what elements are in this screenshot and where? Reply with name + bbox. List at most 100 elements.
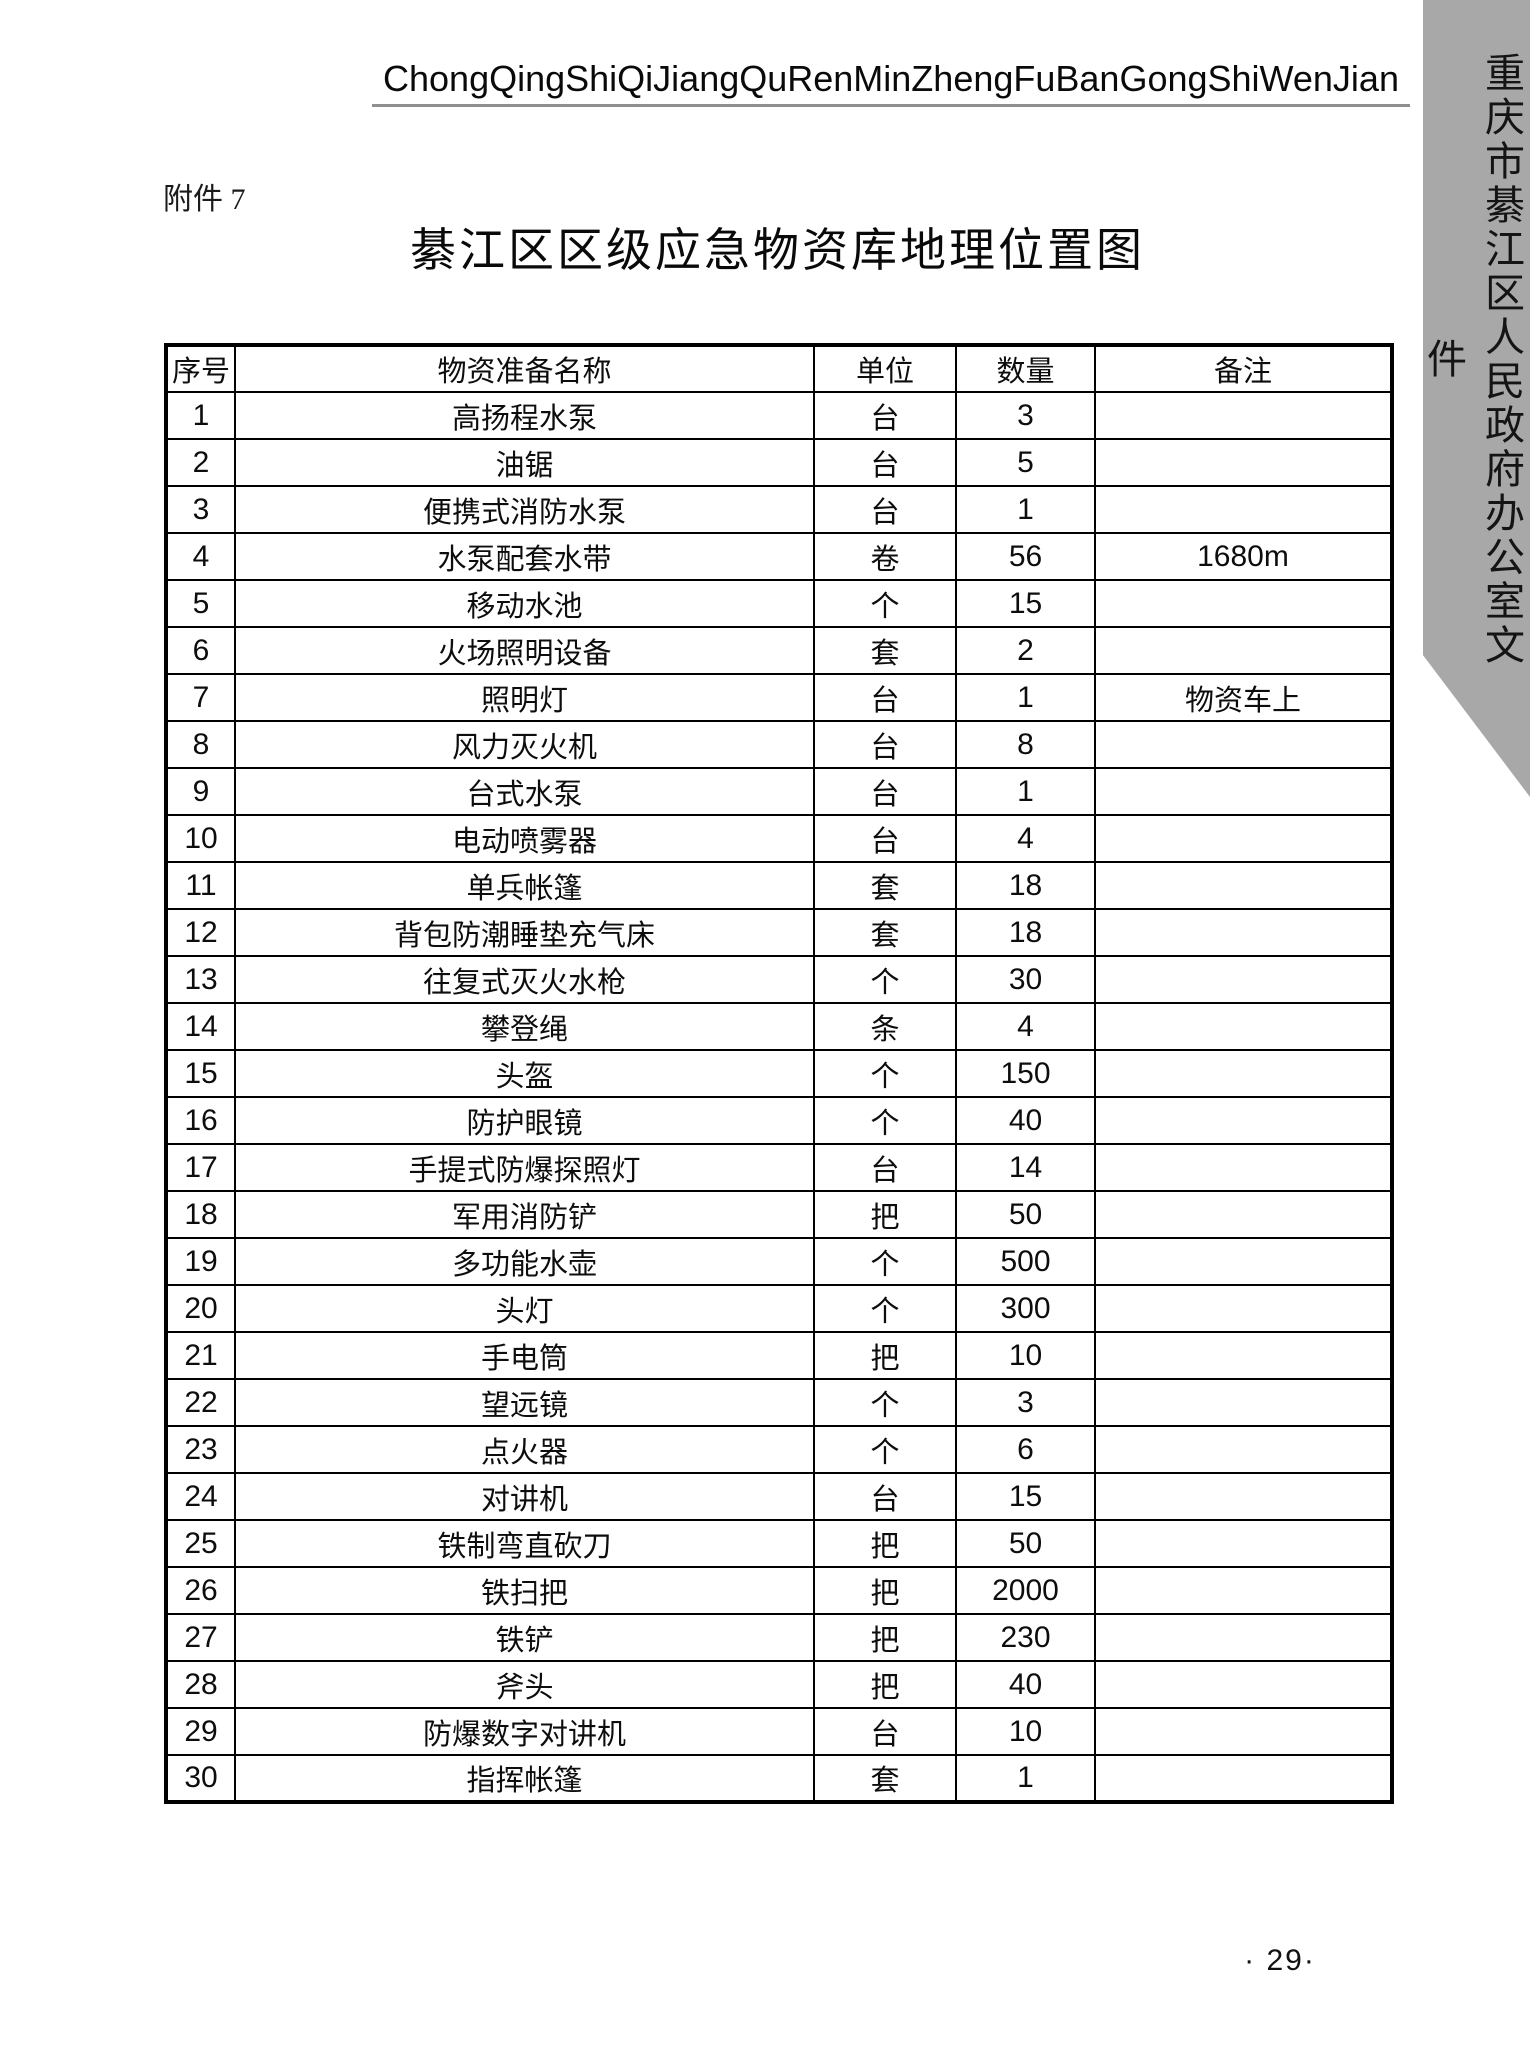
item-quantity: 1 [955, 1754, 1096, 1803]
item-note [1094, 1378, 1393, 1427]
item-name: 攀登绳 [234, 1002, 815, 1051]
item-quantity: 230 [955, 1613, 1096, 1662]
row-number: 9 [165, 767, 236, 816]
ribbon-vertical-title: 重庆市綦江区人民政府办公室文件 [1421, 52, 1524, 668]
item-quantity: 14 [955, 1143, 1096, 1192]
item-name: 对讲机 [234, 1472, 815, 1521]
item-note [1094, 1660, 1393, 1709]
item-note [1094, 1237, 1393, 1286]
item-quantity: 1 [955, 673, 1096, 722]
item-name: 手提式防爆探照灯 [234, 1143, 815, 1192]
table-row: 2 油锯台 5 [165, 438, 1393, 487]
row-number: 30 [165, 1754, 236, 1803]
item-unit: 台 [813, 720, 957, 769]
item-name: 头盔 [234, 1049, 815, 1098]
item-note [1094, 1190, 1393, 1239]
item-note [1094, 861, 1393, 910]
item-quantity: 15 [955, 1472, 1096, 1521]
item-quantity: 300 [955, 1284, 1096, 1333]
column-header: 数量 [955, 344, 1096, 393]
item-name: 铁铲 [234, 1613, 815, 1662]
item-quantity: 18 [955, 861, 1096, 910]
column-header: 备注 [1094, 344, 1393, 393]
row-number: 29 [165, 1707, 236, 1756]
item-note [1094, 579, 1393, 628]
row-number: 10 [165, 814, 236, 863]
item-quantity: 3 [955, 391, 1096, 440]
item-unit: 卷 [813, 532, 957, 581]
row-number: 8 [165, 720, 236, 769]
document-ribbon: 重庆市綦江区人民政府办公室文件 [1423, 0, 1530, 797]
item-name: 往复式灭火水枪 [234, 955, 815, 1004]
item-name: 指挥帐篷 [234, 1754, 815, 1803]
row-number: 2 [165, 438, 236, 487]
table-row: 8 风力灭火机台 8 [165, 720, 1393, 769]
item-quantity: 56 [955, 532, 1096, 581]
item-name: 斧头 [234, 1660, 815, 1709]
item-note: 1680m [1094, 532, 1393, 581]
item-unit: 把 [813, 1519, 957, 1568]
item-note [1094, 767, 1393, 816]
page-title: 綦江区区级应急物资库地理位置图 [410, 225, 1145, 276]
row-number: 16 [165, 1096, 236, 1145]
table-row: 19 多功能水壶个 500 [165, 1237, 1393, 1286]
item-quantity: 50 [955, 1519, 1096, 1568]
row-number: 25 [165, 1519, 236, 1568]
item-name: 头灯 [234, 1284, 815, 1333]
table-row: 11 单兵帐篷套 18 [165, 861, 1393, 910]
item-unit: 台 [813, 1472, 957, 1521]
item-name: 单兵帐篷 [234, 861, 815, 910]
item-note [1094, 626, 1393, 675]
item-note [1094, 1754, 1393, 1803]
table-row: 18 军用消防铲把 50 [165, 1190, 1393, 1239]
table-row: 21 手电筒把 10 [165, 1331, 1393, 1380]
item-note [1094, 1143, 1393, 1192]
row-number: 1 [165, 391, 236, 440]
item-name: 军用消防铲 [234, 1190, 815, 1239]
column-header: 单位 [813, 344, 957, 393]
row-number: 5 [165, 579, 236, 628]
table-row: 5 移动水池个 15 [165, 579, 1393, 628]
item-name: 火场照明设备 [234, 626, 815, 675]
row-number: 22 [165, 1378, 236, 1427]
row-number: 12 [165, 908, 236, 957]
row-number: 14 [165, 1002, 236, 1051]
item-unit: 个 [813, 579, 957, 628]
table-row: 26 铁扫把把 2000 [165, 1566, 1393, 1615]
item-unit: 套 [813, 861, 957, 910]
item-quantity: 40 [955, 1660, 1096, 1709]
item-unit: 个 [813, 1425, 957, 1474]
table-row: 28 斧头把 40 [165, 1660, 1393, 1709]
column-header: 序号 [165, 344, 236, 393]
row-number: 15 [165, 1049, 236, 1098]
item-quantity: 2 [955, 626, 1096, 675]
row-number: 20 [165, 1284, 236, 1333]
row-number: 7 [165, 673, 236, 722]
item-note [1094, 1284, 1393, 1333]
row-number: 23 [165, 1425, 236, 1474]
table-row: 15 头盔个 150 [165, 1049, 1393, 1098]
table-row: 1 高扬程水泵台 3 [165, 391, 1393, 440]
item-name: 防护眼镜 [234, 1096, 815, 1145]
item-name: 背包防潮睡垫充气床 [234, 908, 815, 957]
item-name: 油锯 [234, 438, 815, 487]
item-unit: 台 [813, 767, 957, 816]
row-number: 26 [165, 1566, 236, 1615]
row-number: 21 [165, 1331, 236, 1380]
item-name: 高扬程水泵 [234, 391, 815, 440]
item-note [1094, 720, 1393, 769]
item-unit: 个 [813, 1237, 957, 1286]
item-note [1094, 1002, 1393, 1051]
item-unit: 个 [813, 1049, 957, 1098]
table-row: 14 攀登绳条 4 [165, 1002, 1393, 1051]
item-unit: 把 [813, 1660, 957, 1709]
item-unit: 把 [813, 1566, 957, 1615]
table-row: 4 水泵配套水带卷 56 1680m [165, 532, 1393, 581]
item-unit: 个 [813, 1378, 957, 1427]
row-number: 17 [165, 1143, 236, 1192]
item-name: 移动水池 [234, 579, 815, 628]
row-number: 11 [165, 861, 236, 910]
table-row: 10 电动喷雾器台 4 [165, 814, 1393, 863]
item-name: 点火器 [234, 1425, 815, 1474]
